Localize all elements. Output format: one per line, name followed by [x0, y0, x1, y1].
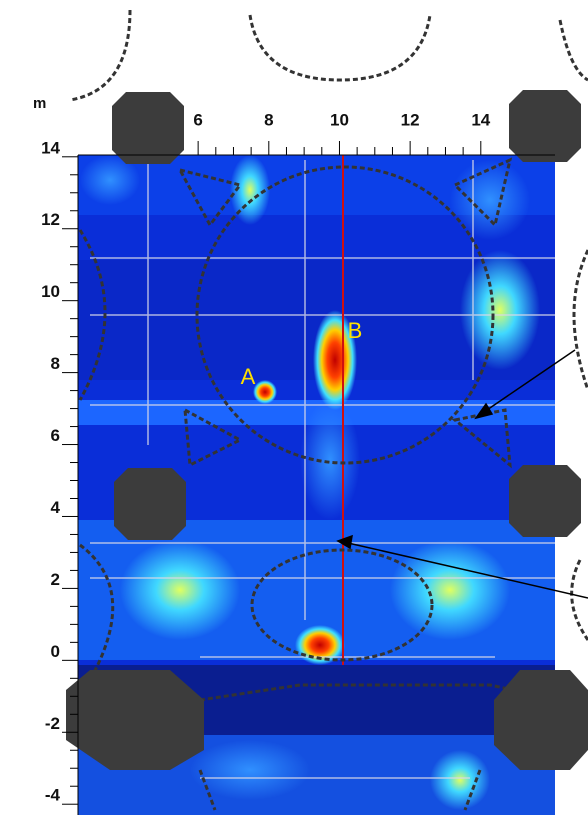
x-tick-label: 8 [264, 110, 273, 129]
annotation: B [348, 318, 363, 343]
y-tick-label: 12 [41, 210, 60, 229]
y-tick-label: 14 [41, 138, 60, 157]
y-tick-label: 0 [51, 642, 60, 661]
y-tick-label: -2 [45, 714, 60, 733]
y-tick-label: 6 [51, 426, 60, 445]
y-tick-label: -4 [45, 786, 61, 805]
x-tick-label: 6 [193, 110, 202, 129]
y-tick-label: 4 [51, 498, 61, 517]
annotation: A [241, 364, 256, 389]
x-tick-label: 10 [330, 110, 349, 129]
y-tick-label: 2 [51, 570, 60, 589]
x-tick-label: 12 [401, 110, 420, 129]
axis-unit: m [33, 95, 46, 112]
x-tick-label: 14 [471, 110, 490, 129]
y-tick-label: 10 [41, 282, 60, 301]
y-tick-label: 8 [51, 354, 60, 373]
chart: m 6 8 10 12 14 -4 -2 0 2 4 6 8 10 12 14 A B [0, 0, 588, 823]
